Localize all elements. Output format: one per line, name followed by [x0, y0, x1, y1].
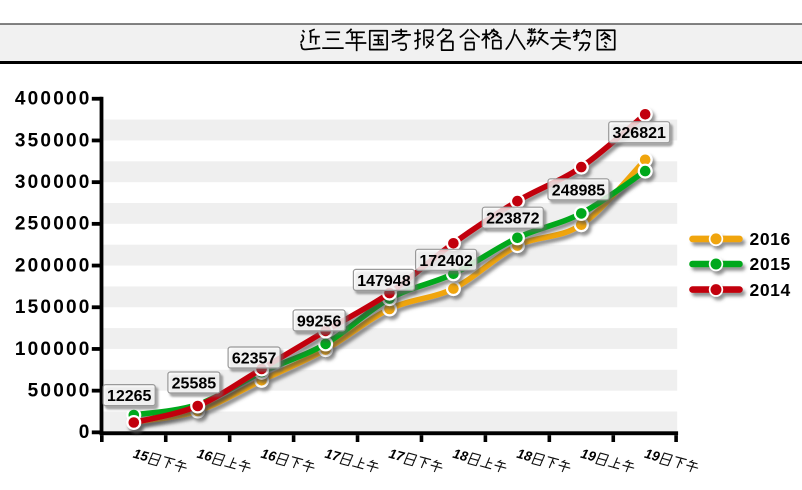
svg-text:0: 0	[79, 422, 92, 443]
svg-text:2014: 2014	[750, 280, 791, 300]
svg-text:2016: 2016	[750, 229, 791, 249]
svg-text:18: 18	[515, 446, 534, 465]
svg-text:2015: 2015	[750, 254, 791, 274]
svg-text:300000: 300000	[15, 172, 92, 193]
svg-text:248985: 248985	[552, 182, 605, 199]
svg-text:150000: 150000	[15, 297, 92, 318]
svg-text:147948: 147948	[357, 273, 410, 290]
svg-text:200000: 200000	[15, 255, 92, 276]
svg-text:18: 18	[451, 446, 470, 465]
svg-text:326821: 326821	[613, 125, 666, 142]
svg-text:12265: 12265	[107, 388, 152, 405]
svg-text:62357: 62357	[232, 351, 277, 368]
svg-text:223872: 223872	[486, 211, 539, 228]
svg-text:25585: 25585	[172, 376, 217, 393]
svg-text:400000: 400000	[15, 89, 92, 110]
svg-text:17: 17	[387, 446, 407, 465]
svg-text:16: 16	[259, 446, 278, 465]
svg-text:19: 19	[579, 446, 598, 465]
svg-text:250000: 250000	[15, 214, 92, 235]
svg-text:100000: 100000	[15, 339, 92, 360]
svg-text:15: 15	[132, 446, 151, 465]
svg-text:99256: 99256	[297, 313, 342, 330]
svg-text:19: 19	[643, 446, 662, 465]
svg-text:350000: 350000	[15, 130, 92, 151]
svg-text:50000: 50000	[28, 380, 92, 401]
svg-text:16: 16	[195, 446, 214, 465]
svg-text:17: 17	[323, 446, 343, 465]
svg-text:172402: 172402	[419, 253, 472, 270]
